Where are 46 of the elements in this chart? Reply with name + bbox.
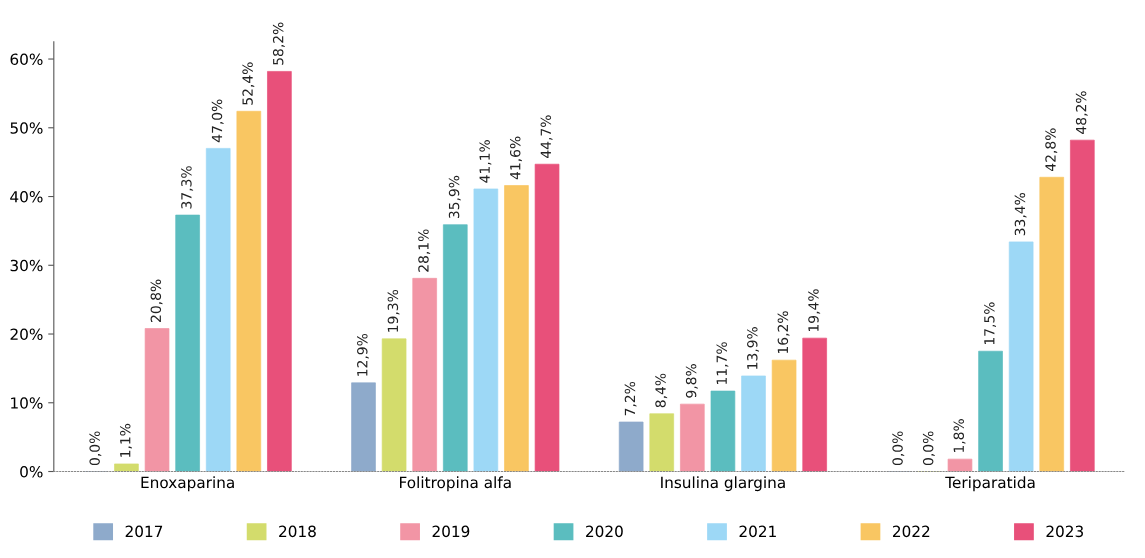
data-label: 17,5% bbox=[984, 302, 997, 345]
x-tick-label: Teriparatida bbox=[945, 476, 1035, 492]
data-label: 11,7% bbox=[716, 342, 729, 384]
y-tick-label: 20% bbox=[10, 328, 43, 341]
legend-label: 2020 bbox=[586, 525, 623, 538]
x-tick-label: Folitropina alfa bbox=[400, 476, 511, 492]
y-tick-label: 40% bbox=[10, 190, 43, 203]
data-label: 1,8% bbox=[953, 419, 966, 453]
data-label: 35,9% bbox=[448, 175, 461, 219]
legend-label: 2022 bbox=[892, 525, 930, 538]
data-label: 8,4% bbox=[655, 373, 668, 408]
data-label: 37,3% bbox=[181, 166, 194, 209]
data-label: 0,0% bbox=[89, 431, 102, 466]
y-tick-label: 10% bbox=[11, 397, 43, 409]
legend-label: 2019 bbox=[432, 525, 470, 538]
data-label: 1,1% bbox=[119, 423, 132, 457]
data-label: 16,2% bbox=[777, 311, 790, 354]
legend-label: 2018 bbox=[279, 525, 316, 538]
data-label: 48,2% bbox=[1075, 91, 1088, 134]
data-label: 41,1% bbox=[479, 140, 492, 183]
data-label: 44,7% bbox=[540, 115, 553, 158]
data-label: 20,8% bbox=[150, 279, 163, 322]
data-label: 12,9% bbox=[357, 333, 369, 376]
y-tick-label: 0% bbox=[20, 465, 43, 478]
y-tick-label: 60% bbox=[10, 53, 43, 66]
data-label: 58,2% bbox=[272, 22, 285, 65]
legend-label: 2021 bbox=[739, 525, 776, 538]
legend-label: 2017 bbox=[125, 525, 163, 538]
y-tick-label: 50% bbox=[10, 122, 43, 134]
data-label: 33,4% bbox=[1014, 192, 1027, 236]
data-label: 42,8% bbox=[1045, 128, 1058, 172]
x-tick-label: Enoxaparina bbox=[141, 476, 234, 492]
x-tick-label: Insulina glargina bbox=[661, 476, 785, 492]
y-tick-label: 30% bbox=[10, 259, 43, 272]
data-label: 7,2% bbox=[624, 381, 637, 416]
data-label: 0,0% bbox=[892, 431, 905, 466]
data-label: 28,1% bbox=[418, 229, 431, 272]
data-label: 41,6% bbox=[509, 136, 522, 180]
legend-label: 2023 bbox=[1046, 525, 1083, 538]
data-label: 9,8% bbox=[685, 364, 698, 398]
data-label: 52,4% bbox=[242, 62, 255, 105]
data-label: 19,4% bbox=[808, 289, 821, 332]
data-label: 13,9% bbox=[747, 327, 759, 369]
data-label: 47,0% bbox=[211, 99, 224, 143]
data-label: 0,0% bbox=[922, 431, 935, 466]
data-label: 19,3% bbox=[387, 289, 400, 332]
